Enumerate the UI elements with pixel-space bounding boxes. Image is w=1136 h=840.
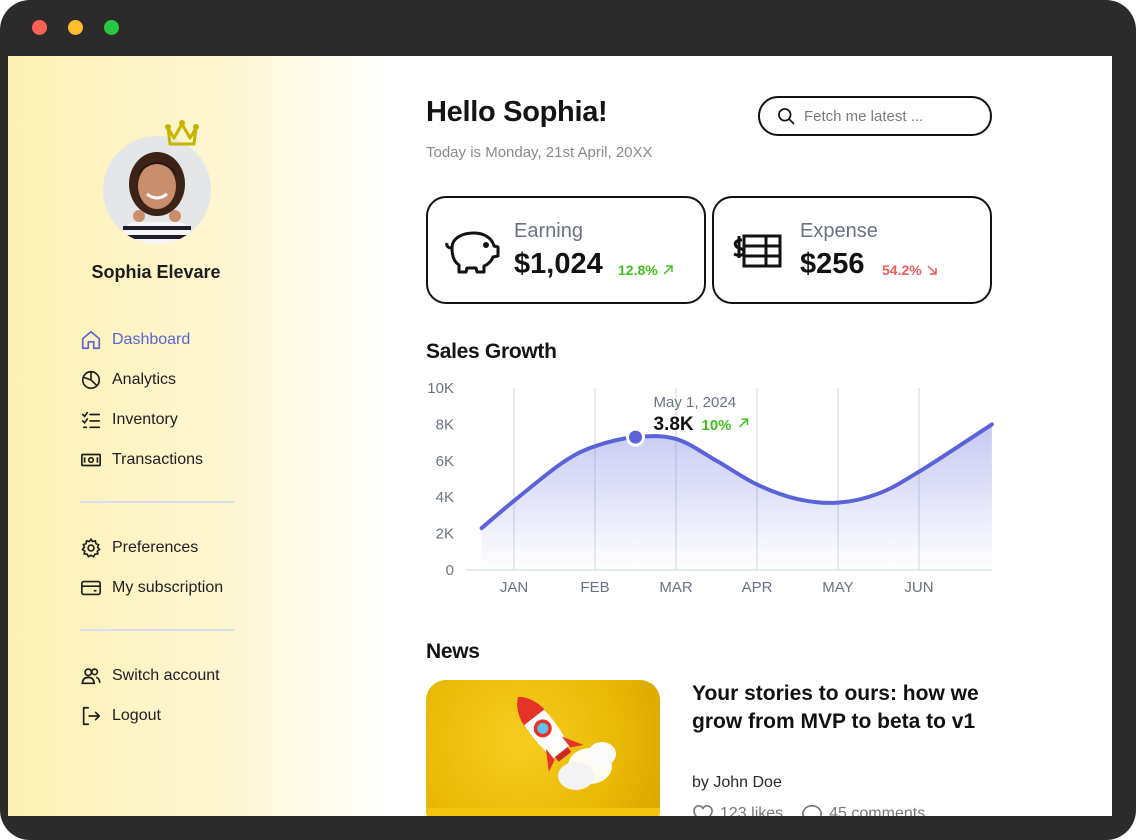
y-tick-label: 8K (436, 416, 454, 433)
heart-icon (693, 804, 713, 816)
y-tick-label: 0 (446, 562, 454, 579)
likes[interactable]: 123 likes (692, 804, 783, 816)
comment-icon (802, 804, 823, 816)
y-tick-label: 2K (436, 526, 454, 543)
comments-count: 45 comments (829, 805, 926, 816)
x-tick-label: JUN (904, 579, 933, 596)
sales-area (481, 424, 992, 570)
x-tick-label: FEB (580, 579, 609, 596)
highlight-change: 10% (702, 417, 732, 434)
y-tick-label: 10K (427, 380, 454, 397)
rocket-illustration (426, 696, 660, 816)
sidebar-item-label: My subscription (112, 579, 224, 596)
earning-value: $1,024 (514, 248, 603, 280)
earning-change: 12.8% (618, 262, 674, 278)
expense-value: $256 (800, 248, 865, 280)
expense-change: 54.2% (882, 262, 938, 278)
sidebar-item-label: Logout (112, 707, 161, 724)
expense-label: Expense (800, 220, 878, 242)
arrow-up-right-icon (738, 418, 749, 428)
news-meta: 123 likes 45 comments (692, 804, 925, 816)
highlight-amount: 3.8K (654, 414, 694, 435)
arrow-up-right-icon (663, 265, 673, 275)
sidebar-item-transactions[interactable]: Transactions (80, 448, 203, 472)
sidebar-item-label: Preferences (112, 539, 199, 556)
piggy-bank-icon (445, 231, 500, 274)
expense-card[interactable]: Expense $256 54.2% (712, 196, 992, 304)
date-text: Today is Monday, 21st April, 20XX (426, 144, 653, 161)
search-bar[interactable] (758, 96, 992, 136)
sidebar-item-label: Switch account (112, 667, 220, 684)
avatar[interactable] (103, 136, 211, 244)
nav-divider (80, 501, 234, 503)
news-image[interactable] (426, 680, 660, 816)
sidebar-item-switch-account[interactable]: Switch account (80, 664, 220, 688)
home-icon (81, 330, 101, 350)
x-tick-label: APR (742, 579, 773, 596)
sales-growth-chart: 0 2K 4K 6K 8K 10K JAN FEB MAR APR MAY JUN May 1, 2… (427, 380, 994, 596)
news-headline[interactable]: Your stories to ours: how we grow from M… (692, 682, 979, 733)
gear-icon (81, 537, 101, 558)
x-tick-label: MAY (822, 579, 853, 596)
y-tick-label: 6K (436, 453, 454, 470)
credit-card-icon (81, 580, 101, 596)
expense-change-value: 54.2% (882, 262, 922, 278)
sidebar-item-subscription[interactable]: My subscription (80, 576, 223, 600)
minimize-window-button[interactable] (68, 20, 83, 35)
close-window-button[interactable] (32, 20, 47, 35)
sidebar-item-dashboard[interactable]: Dashboard (80, 328, 190, 352)
highlight-point[interactable] (626, 427, 645, 447)
nav-divider (80, 629, 234, 631)
sidebar-item-inventory[interactable]: Inventory (80, 408, 178, 432)
sidebar-item-label: Transactions (112, 451, 203, 468)
sidebar: Sophia Elevare Dashboard Analytics Inven… (8, 56, 388, 816)
comments[interactable]: 45 comments (801, 804, 925, 816)
banknote-icon (81, 453, 101, 467)
x-tick-label: MAR (659, 579, 693, 596)
bill-icon (733, 234, 782, 268)
app-screen: Sophia Elevare Dashboard Analytics Inven… (8, 56, 1112, 816)
pie-chart-icon (81, 370, 101, 390)
sidebar-item-analytics[interactable]: Analytics (80, 368, 176, 392)
likes-count: 123 likes (720, 805, 784, 816)
y-tick-label: 4K (436, 489, 454, 506)
sidebar-item-label: Dashboard (112, 331, 191, 348)
profile-name: Sophia Elevare (91, 262, 221, 282)
sales-growth-title: Sales Growth (426, 340, 557, 363)
sidebar-item-preferences[interactable]: Preferences (80, 536, 198, 560)
sidebar-item-label: Inventory (112, 411, 178, 428)
search-icon (778, 108, 795, 125)
maximize-window-button[interactable] (104, 20, 119, 35)
checklist-icon (81, 411, 101, 429)
x-tick-label: JAN (500, 579, 528, 596)
page-title: Hello Sophia! (426, 96, 608, 128)
sales-line (479, 422, 994, 531)
crown-icon (165, 120, 199, 146)
news-author: by John Doe (692, 774, 782, 791)
news-title: News (426, 640, 480, 663)
sidebar-item-label: Analytics (112, 371, 177, 388)
earning-card[interactable]: Earning $1,024 12.8% (426, 196, 706, 304)
users-icon (81, 668, 101, 685)
sidebar-item-logout[interactable]: Logout (80, 704, 161, 728)
search-input[interactable] (804, 107, 974, 125)
highlight-date: May 1, 2024 (654, 394, 737, 411)
earning-change-value: 12.8% (618, 262, 658, 278)
arrow-down-right-icon (927, 265, 937, 275)
main-content: Hello Sophia! Today is Monday, 21st Apri… (426, 56, 1026, 816)
logout-icon (82, 706, 101, 726)
earning-label: Earning (514, 220, 583, 242)
